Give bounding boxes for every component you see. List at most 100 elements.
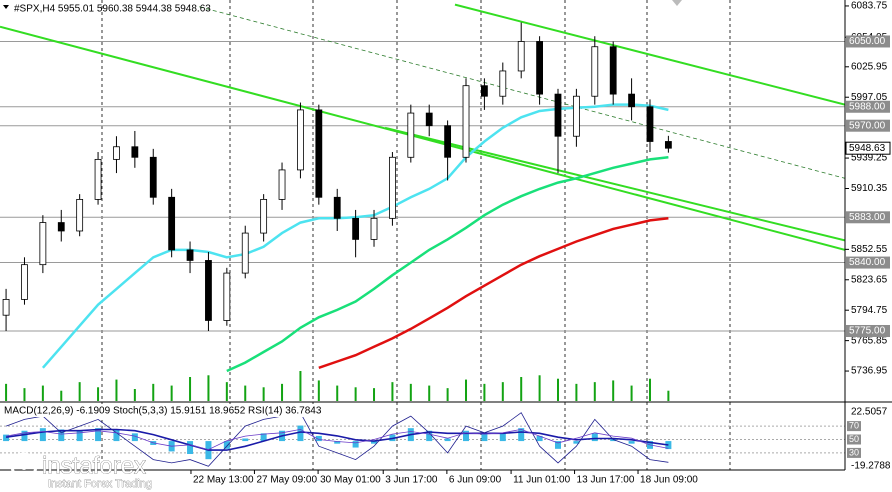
candle-body	[2, 299, 10, 316]
volume-bar	[483, 383, 486, 401]
volume-bar	[538, 375, 541, 401]
volume-bar	[78, 382, 81, 401]
macd-bar	[426, 430, 433, 442]
osc-label-bg	[847, 447, 861, 458]
volume-bar	[391, 382, 394, 401]
macd-bar	[131, 433, 138, 442]
volume-bar	[465, 379, 468, 401]
volume-bar	[630, 385, 633, 401]
level-label: 6050.00	[849, 36, 886, 47]
macd-tick-label: -19.2788	[851, 461, 891, 472]
volume-bar	[373, 388, 376, 401]
macd-bar	[499, 433, 506, 442]
y-tick-label: 5736.95	[851, 366, 888, 377]
macd-bar	[573, 441, 580, 444]
y-tick-label: 5823.65	[851, 274, 888, 285]
macd-bar	[95, 428, 102, 442]
volume-bar	[262, 387, 265, 401]
macd-bar	[591, 433, 598, 442]
menu-arrow	[3, 5, 9, 9]
candle-body	[39, 222, 47, 266]
volume-bar	[648, 378, 651, 401]
volume-bar	[409, 383, 412, 401]
candle-body	[149, 156, 157, 198]
candle-body	[352, 217, 360, 240]
macd-bar	[260, 433, 267, 442]
x-tick-label: 18 Jun 09:00	[640, 475, 698, 486]
candle-body	[223, 272, 231, 321]
volume-bar	[5, 383, 8, 401]
candle-body	[131, 146, 139, 158]
macd-bar	[223, 441, 230, 449]
indicator-plot	[0, 412, 845, 467]
candle-body	[499, 70, 507, 97]
candle-body	[425, 112, 433, 127]
volume-bar	[60, 390, 63, 401]
current-price-bg	[845, 141, 891, 155]
y-tick-label: 5794.75	[851, 305, 888, 316]
y-tick-label: 6025.95	[851, 61, 888, 72]
level-label-bg	[846, 35, 890, 48]
macd-bar	[536, 435, 543, 442]
volume-bar	[207, 375, 210, 401]
level-label: 5883.00	[849, 212, 886, 223]
macd-bar	[3, 434, 10, 442]
volume-bar	[575, 383, 578, 401]
macd-bar	[481, 433, 488, 442]
volume-bar	[299, 371, 302, 401]
rsi-line	[6, 428, 669, 451]
volume-bar	[133, 389, 136, 401]
level-label-bg	[846, 119, 890, 132]
osc-label: 50	[849, 434, 859, 444]
candle-body	[370, 217, 378, 240]
y-tick-label: 5939.25	[851, 153, 888, 164]
candle-body	[297, 109, 304, 171]
candle-body	[536, 41, 544, 95]
candle-body	[572, 95, 580, 137]
volume-bar	[97, 387, 100, 401]
x-tick-label: 6 Jun 09:00	[449, 475, 502, 486]
price-plot	[0, 3, 845, 401]
volume-bar	[281, 383, 284, 401]
candle-body	[94, 158, 102, 200]
candle-body	[260, 198, 268, 234]
trend-line	[384, 126, 845, 242]
macd-bar	[371, 441, 378, 444]
volume-bar	[317, 380, 320, 401]
volume-bar	[336, 385, 339, 401]
x-tick-label: 11 Jun 01:00	[513, 475, 571, 486]
x-tick-label: 22 May 13:00	[193, 475, 254, 486]
indicator-label-bg	[0, 404, 320, 417]
candle-body	[407, 112, 415, 158]
shift-marker	[672, 0, 682, 6]
axes: 6083.756054.056025.955997.055939.255910.…	[190, 1, 891, 486]
y-tick-label: 5852.55	[851, 244, 888, 255]
volume-bar	[520, 377, 523, 401]
macd-bar	[463, 430, 470, 442]
volume-bar	[115, 379, 118, 401]
osc-label: 30	[849, 447, 859, 457]
candle-body	[113, 146, 120, 160]
candle-body	[315, 109, 323, 198]
candle-body	[664, 141, 672, 149]
macd-tick-label: 22.5057	[851, 407, 888, 418]
x-tick-label: 30 May 01:00	[320, 475, 381, 486]
candle-body	[591, 46, 599, 97]
volume-bar	[667, 390, 670, 401]
volume-bar	[593, 382, 596, 401]
logo-icon-core	[20, 462, 28, 470]
candle-body	[444, 125, 452, 158]
macd-bar	[315, 435, 322, 442]
moving-average	[226, 156, 669, 373]
x-tick-label: 13 Jun 17:00	[577, 475, 635, 486]
watermark: instaforex Instant Forex Trading	[10, 452, 152, 490]
macd-bar	[297, 425, 304, 442]
level-label: 5970.00	[849, 120, 886, 131]
volume-bar	[446, 388, 449, 401]
osc-label-bg	[847, 421, 861, 432]
level-label: 5988.00	[849, 101, 886, 112]
candle-body	[609, 46, 617, 95]
volume-bar	[23, 388, 26, 401]
